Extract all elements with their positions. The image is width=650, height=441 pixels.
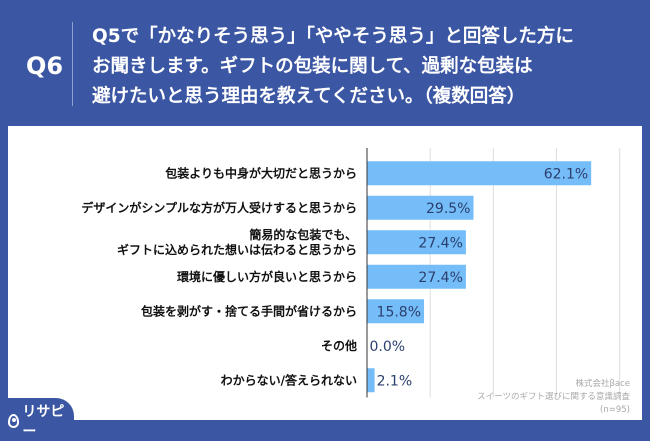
value-label: 27.4% [418, 270, 462, 286]
value-label: 29.5% [426, 201, 470, 217]
chart-card: 包装よりも中身が大切だと思うから 62.1% デザインがシンプルな方が万人受けすると… [8, 126, 642, 420]
source-n: (n=95) [600, 405, 630, 415]
logo: リサピー [0, 398, 74, 440]
value-label: 0.0% [370, 339, 406, 355]
source-note: 株式会社βace スイーツのギフト選びに関する意識調査 (n=95) [477, 378, 630, 417]
bar [367, 368, 375, 393]
bar [367, 161, 592, 186]
question-number: Q6 [26, 52, 64, 80]
value-label: 2.1% [377, 373, 413, 389]
category-label: デザインがシンプルな方が万人受けすると思うから [81, 200, 357, 215]
category-label: 簡易的な包装でも、 [249, 227, 357, 242]
category-label: その他 [321, 338, 357, 353]
bar [367, 299, 425, 324]
question-text: Q5で「かなりそう思う」「ややそう思う」と回答した方に お聞きします。ギフトの包… [92, 26, 574, 107]
category-label: 包装を剥がす・捨てる手間が省けるから [140, 303, 357, 318]
source-survey: スイーツのギフト選びに関する意識調査 [477, 392, 630, 402]
bar [367, 195, 474, 220]
bar [367, 230, 466, 255]
header-divider [72, 22, 73, 106]
bar [367, 264, 466, 289]
source-company: 株式会社βace [575, 379, 630, 389]
value-label: 27.4% [418, 235, 462, 251]
value-label: 62.1% [544, 166, 588, 182]
category-label: 包装よりも中身が大切だと思うから [164, 165, 357, 180]
logo-text: リサピー [22, 403, 65, 440]
pin-icon [8, 413, 20, 428]
category-label: わからない/答えられない [221, 372, 357, 387]
category-label: ギフトに込められた想いは伝わると思うから [117, 242, 357, 257]
category-label: 環境に優しい方が良いと思うから [177, 269, 357, 284]
value-label: 15.8% [377, 304, 421, 320]
bar-chart: 包装よりも中身が大切だと思うから 62.1% デザインがシンプルな方が万人受けすると… [81, 148, 621, 398]
